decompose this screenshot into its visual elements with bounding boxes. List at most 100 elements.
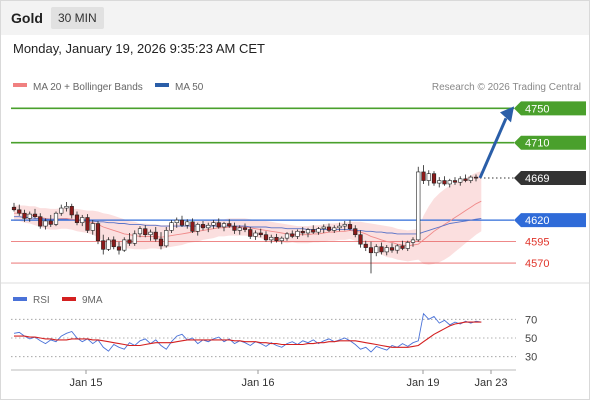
candle-body [463,178,468,181]
candle-body [22,212,27,219]
candle-body [106,239,111,250]
candle-body [300,230,305,234]
rsi-level-label-30: 30 [525,352,537,364]
rsi-panel: 70 50 30 [11,312,537,364]
moving-averages [14,200,482,247]
candle-body [326,226,332,231]
candle-body [269,236,274,241]
candle-body [389,247,395,251]
rsi-ma-line [14,321,482,348]
candle-body [395,245,400,251]
resistance-tag-4750 [514,101,586,116]
candle-body [53,212,59,225]
support-label-4595: 4595 [525,237,549,249]
candle-body [174,219,179,223]
support-label-4570: 4570 [525,258,549,270]
candle-body [447,180,452,185]
ma50-line [14,216,482,235]
candle-body [458,178,463,183]
x-axis: Jan 15 Jan 16 Jan 19 Jan 23 [69,370,508,389]
x-tick-label: Jan 23 [474,377,507,389]
candle-body [363,243,368,248]
candle-body [95,223,101,242]
forecast-arrow-shaft [478,117,508,179]
candle-body [400,245,405,249]
candle-body [311,229,316,233]
candle-body [85,217,90,231]
rsi-ma-legend-swatch [62,297,76,301]
research-credit: Research © 2026 Trading Central [432,82,581,93]
candle-body [211,222,216,226]
candle-body [80,217,85,223]
rsi-level-label-70: 70 [525,314,537,326]
ma50-legend-swatch [155,83,169,87]
rsi-ma-legend-label: 9MA [82,295,103,306]
candle-body [410,239,416,243]
instrument-title: Gold [11,10,43,26]
candle-body [421,171,426,181]
candle-body [473,176,479,179]
candle-body [122,239,127,251]
price-level-labels: 4750 4710 4669 4620 4595 4570 [514,101,586,270]
ma50-legend-label: MA 50 [175,82,204,93]
candle-body [32,213,38,217]
candle-body [332,227,337,231]
candle-body [164,230,169,247]
candle-body [64,206,69,209]
candle-body [169,222,174,231]
resistance-tag-4710 [514,135,586,150]
candle-body [148,231,153,236]
last-price-label: 4669 [525,173,549,185]
candle-body [11,206,17,211]
candle-body [59,207,64,214]
candle-body [295,230,300,237]
candle-body [69,206,74,216]
candle-body [342,224,347,227]
candle-body [468,176,473,181]
candle-body [153,231,158,240]
candle-body [38,216,43,227]
candle-body [426,173,431,181]
resistance-label-4750: 4750 [525,103,549,115]
candle-body [347,224,353,229]
candle-body [137,228,143,235]
candle-body [337,225,342,229]
ma20-legend-label: MA 20 + Bollinger Bands [33,82,143,93]
candle-body [227,223,232,227]
candle-body [185,221,190,226]
candle-body [358,234,363,245]
candle-body [237,227,242,231]
candle-body [190,221,195,232]
candle-body [127,239,132,244]
candle-body [316,228,321,233]
candle-body [263,234,269,241]
candle-body [195,224,200,232]
candle-body [242,227,248,230]
candle-body [206,224,211,229]
ma20-line [14,200,482,247]
candle-body [321,226,326,229]
resistance-label-4710: 4710 [525,138,549,150]
chart-datetime: Monday, January 19, 2026 9:35:23 AM CET [13,41,265,56]
candle-body [274,236,279,242]
candle-body [116,246,122,251]
candle-body [74,214,80,223]
pivot-label-4620: 4620 [525,215,549,227]
forecast-arrow [478,106,514,179]
candle-body [284,233,290,239]
candle-body [279,237,284,242]
candle-body [158,238,164,247]
candle-body [111,239,116,248]
timeframe-badge[interactable]: 30 MIN [51,7,104,29]
candlesticks [11,165,479,274]
candle-body [258,232,263,236]
candle-body [132,233,137,244]
candle-body [384,247,389,253]
candle-body [43,220,48,227]
candle-body [368,247,374,254]
candle-body [200,224,206,229]
candle-body [179,219,185,226]
x-tick-label: Jan 15 [69,377,102,389]
candle-body [452,180,458,183]
candle-body [442,180,447,185]
